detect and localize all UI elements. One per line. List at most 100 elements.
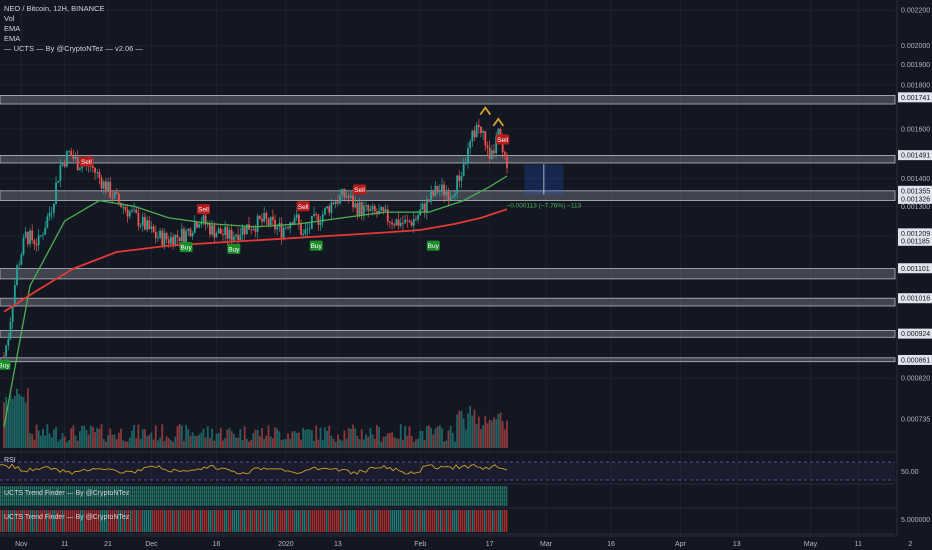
candle-body[interactable]: [206, 223, 209, 225]
candle-body[interactable]: [321, 214, 324, 223]
candle-body[interactable]: [7, 338, 10, 346]
candle-body[interactable]: [415, 219, 417, 220]
candle-body[interactable]: [475, 124, 478, 138]
candle-body[interactable]: [436, 185, 439, 193]
candle-body[interactable]: [313, 213, 315, 216]
candle-body[interactable]: [341, 188, 344, 196]
candle-body[interactable]: [105, 181, 107, 192]
candle-body[interactable]: [137, 212, 140, 227]
candle-body[interactable]: [46, 216, 49, 228]
price-level-tag[interactable]: [898, 150, 932, 161]
candle-body[interactable]: [258, 215, 261, 219]
price-level-tag[interactable]: [898, 263, 932, 274]
legend-ucts[interactable]: — UCTS — By @CryptoNTez — v2.06 —: [4, 44, 143, 53]
candle-body[interactable]: [118, 194, 120, 203]
candle-body[interactable]: [113, 192, 116, 199]
candle-body[interactable]: [170, 237, 172, 244]
rsi-pane-label[interactable]: RSI: [4, 457, 16, 464]
candle-body[interactable]: [349, 195, 352, 198]
candle-body[interactable]: [486, 145, 489, 148]
candle-body[interactable]: [139, 225, 142, 227]
candle-body[interactable]: [317, 215, 320, 225]
candle-body[interactable]: [406, 219, 409, 221]
candle-body[interactable]: [222, 233, 224, 236]
candle-body[interactable]: [226, 226, 229, 239]
candle-body[interactable]: [445, 191, 448, 196]
candle-body[interactable]: [497, 128, 500, 137]
candle-body[interactable]: [408, 220, 411, 223]
candle-body[interactable]: [441, 184, 443, 191]
sr-band-5[interactable]: [0, 330, 896, 338]
candle-body[interactable]: [141, 216, 144, 226]
candle-body[interactable]: [39, 235, 42, 237]
candle-body[interactable]: [506, 156, 508, 168]
candle-body[interactable]: [126, 209, 129, 217]
candle-body[interactable]: [63, 162, 66, 167]
candle-body[interactable]: [11, 305, 14, 322]
candle-body[interactable]: [241, 226, 244, 235]
candle-body[interactable]: [124, 207, 127, 210]
sr-band-2[interactable]: [0, 190, 896, 201]
candle-body[interactable]: [460, 176, 463, 181]
candle-body[interactable]: [200, 223, 203, 225]
rsi-line[interactable]: [0, 463, 508, 475]
candle-body[interactable]: [499, 128, 502, 137]
candle-body[interactable]: [98, 172, 101, 178]
candle-body[interactable]: [410, 222, 413, 226]
candle-body[interactable]: [55, 182, 57, 204]
legend-ema-1[interactable]: EMA: [4, 24, 21, 33]
candle-body[interactable]: [271, 216, 274, 220]
candle-body[interactable]: [356, 203, 359, 216]
sr-band-1[interactable]: [0, 154, 896, 164]
candle-body[interactable]: [490, 150, 493, 159]
candle-body[interactable]: [76, 156, 79, 171]
candle-body[interactable]: [391, 222, 393, 225]
candle-body[interactable]: [3, 356, 5, 357]
candle-body[interactable]: [174, 234, 177, 247]
candle-body[interactable]: [237, 234, 240, 240]
candle-body[interactable]: [447, 191, 450, 201]
candle-body[interactable]: [239, 234, 242, 240]
candle-body[interactable]: [211, 225, 214, 235]
candle-body[interactable]: [371, 205, 374, 210]
candle-body[interactable]: [232, 236, 235, 241]
candle-body[interactable]: [81, 164, 83, 169]
candle-body[interactable]: [354, 203, 357, 208]
sr-band-4[interactable]: [0, 297, 896, 307]
candle-body[interactable]: [165, 232, 168, 240]
candle-body[interactable]: [477, 124, 480, 127]
candle-body[interactable]: [91, 165, 94, 168]
candle-body[interactable]: [284, 227, 287, 229]
candle-body[interactable]: [48, 212, 51, 217]
candle-body[interactable]: [365, 205, 367, 206]
candle-body[interactable]: [172, 237, 175, 247]
candle-body[interactable]: [152, 226, 155, 233]
candle-body[interactable]: [9, 321, 12, 339]
candle-body[interactable]: [185, 230, 188, 242]
candle-body[interactable]: [191, 232, 194, 237]
candle-body[interactable]: [421, 203, 424, 210]
candle-body[interactable]: [469, 141, 472, 149]
candle-body[interactable]: [59, 164, 62, 181]
candle-body[interactable]: [297, 214, 300, 224]
candle-body[interactable]: [37, 235, 40, 246]
candle-body[interactable]: [315, 213, 318, 216]
candle-body[interactable]: [287, 227, 289, 229]
candle-body[interactable]: [44, 227, 47, 235]
candle-body[interactable]: [16, 265, 18, 286]
candle-body[interactable]: [276, 226, 279, 230]
candle-body[interactable]: [402, 222, 404, 224]
candle-body[interactable]: [196, 222, 198, 228]
candle-body[interactable]: [209, 223, 211, 235]
candle-body[interactable]: [326, 206, 328, 209]
price-level-tag[interactable]: [898, 235, 932, 246]
candle-body[interactable]: [215, 233, 218, 238]
candle-body[interactable]: [204, 215, 207, 225]
candle-body[interactable]: [228, 230, 231, 239]
candle-body[interactable]: [133, 209, 135, 211]
candle-body[interactable]: [280, 223, 283, 238]
candle-body[interactable]: [480, 126, 482, 133]
price-level-tag[interactable]: [898, 328, 932, 339]
candle-body[interactable]: [245, 224, 248, 235]
price-level-tag[interactable]: [898, 185, 932, 196]
